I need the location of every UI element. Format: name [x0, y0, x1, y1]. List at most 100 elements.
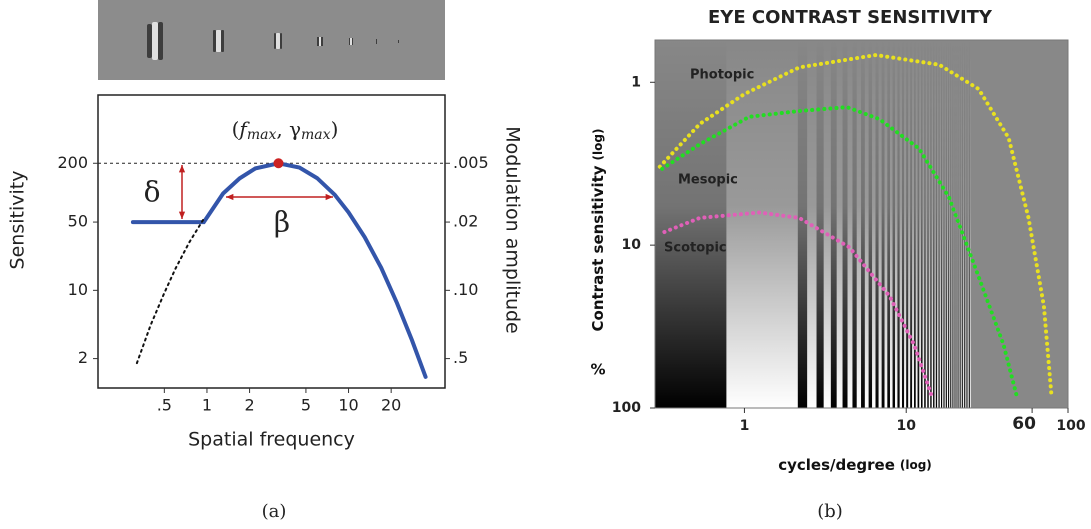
x-tick-label: 20	[381, 396, 401, 415]
grating-stripe	[930, 40, 931, 408]
grating-stripe	[967, 40, 968, 408]
grating-stripe	[890, 40, 893, 408]
grating-stripe	[968, 40, 969, 408]
arrow-head	[226, 194, 233, 200]
grating-stripe	[959, 40, 960, 408]
y-tick-label: 10	[68, 280, 88, 299]
grating-stripe	[967, 40, 968, 408]
grating-stripe	[954, 40, 955, 408]
grating-stripe	[872, 40, 875, 408]
grating-stripe	[927, 40, 928, 408]
grating-stripe	[941, 40, 942, 408]
delta-label: δ	[144, 176, 161, 209]
y-axis-label-note: (log)	[591, 129, 605, 161]
x-axis-label-text: cycles/degree	[778, 456, 895, 474]
grating-stripe	[957, 40, 958, 408]
y-tick-label: 10	[622, 237, 642, 253]
grating-stripe	[861, 40, 865, 408]
grating-stripe	[960, 40, 961, 408]
grating-stripe	[726, 40, 797, 408]
y2-tick-label: .005	[453, 153, 489, 172]
y-tick-label: 50	[68, 212, 88, 231]
gabor-strip	[98, 0, 445, 80]
grating-stripe	[908, 40, 910, 408]
figure: .5125102020050102.005.02.10.5Spatial fre…	[0, 0, 1091, 529]
grating-stripe	[831, 40, 837, 408]
grating-stripe	[879, 40, 882, 408]
grating-stripe	[887, 40, 890, 408]
arrow-head	[326, 194, 333, 200]
y2-axis-label: Modulation amplitude	[502, 126, 524, 334]
grating-stripe	[926, 40, 928, 408]
grating-stripe	[969, 40, 970, 408]
peak-label-part: max	[247, 127, 277, 143]
grating-stripe	[934, 40, 935, 408]
x-tick-label: 1	[740, 418, 750, 434]
grating-stripe	[950, 40, 951, 408]
y-axis-label: Sensitivity	[7, 171, 29, 270]
x-tick-label: .5	[157, 396, 172, 415]
grating-stripe	[837, 40, 843, 408]
y-tick-label: 1	[631, 74, 641, 90]
series-label: Scotopic	[664, 241, 727, 256]
grating-stripe	[942, 40, 943, 408]
peak-label-part: (	[232, 117, 240, 141]
x-tick-label: 2	[244, 396, 254, 415]
grating-stripe	[895, 40, 897, 408]
grating-stripe	[882, 40, 885, 408]
grating-stripe	[961, 40, 962, 408]
grating-stripe	[938, 40, 939, 408]
grating-stripe	[957, 40, 958, 408]
grating-stripe	[875, 40, 878, 408]
grating-stripe	[843, 40, 848, 408]
grating-stripe	[902, 40, 904, 408]
grating-stripe	[921, 40, 923, 408]
y-tick-label: 100	[612, 400, 641, 416]
peak-label-part: max	[301, 127, 331, 143]
series-label: Photopic	[690, 68, 754, 83]
grating-stripe	[817, 40, 824, 408]
y-axis-label: Contrast sensitivity (log)	[589, 129, 607, 332]
series-label: Mesopic	[678, 173, 738, 188]
grating-stripe	[885, 40, 888, 408]
grating-stripe	[945, 40, 946, 408]
grating-stripe	[964, 40, 965, 408]
arrow-head	[179, 212, 185, 219]
peak-label: (fmax, γmax)	[232, 117, 339, 144]
grating-stripe	[948, 40, 949, 408]
y2-tick-label: .5	[453, 348, 468, 367]
grating-stripe	[970, 40, 971, 408]
x-tick-label: 60	[1012, 414, 1036, 434]
chart-title: EYE CONTRAST SENSITIVITY	[708, 7, 993, 28]
x-tick-label: 10	[896, 418, 916, 434]
grating-stripe	[865, 40, 869, 408]
x-axis-label-note: (log)	[900, 458, 932, 472]
grating-stripe	[923, 40, 925, 408]
y-tick-label: 200	[57, 153, 88, 172]
grating-stripe	[965, 40, 966, 408]
grating-stripe	[947, 40, 948, 408]
data-line	[133, 163, 426, 377]
x-tick-label: 100	[1056, 418, 1085, 434]
caption: (b)	[817, 501, 843, 522]
grating-stripe	[951, 40, 952, 408]
grating-stripe	[904, 40, 906, 408]
x-tick-label: 1	[202, 396, 212, 415]
grating-stripe	[943, 40, 944, 408]
y-unit: %	[590, 361, 605, 379]
grating-stripe	[906, 40, 908, 408]
grating-stripe	[946, 40, 947, 408]
grating-stripe	[824, 40, 831, 408]
x-axis-label: cycles/degree (log)	[778, 456, 932, 474]
grating-stripe	[952, 40, 953, 408]
peak-label-part: , γ	[276, 117, 301, 141]
grating-stripe	[912, 40, 914, 408]
grating-stripe	[953, 40, 954, 408]
grating-stripe	[940, 40, 941, 408]
caption: (a)	[262, 501, 287, 522]
x-tick-label: 5	[301, 396, 311, 415]
grating-stripe	[897, 40, 899, 408]
y-axis-label-text: Contrast sensitivity	[589, 165, 607, 331]
grating-stripe	[655, 40, 726, 408]
y-tick-label: 2	[78, 348, 88, 367]
